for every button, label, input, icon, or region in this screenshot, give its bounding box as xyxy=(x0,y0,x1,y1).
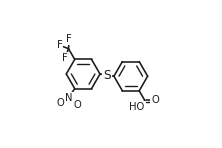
Text: O: O xyxy=(73,100,81,110)
Text: N: N xyxy=(65,93,73,103)
Text: O: O xyxy=(56,98,64,108)
Text: HO: HO xyxy=(129,102,145,112)
Text: F: F xyxy=(62,53,68,63)
Text: F: F xyxy=(66,34,72,44)
Text: O: O xyxy=(151,95,159,105)
Text: F: F xyxy=(57,40,62,50)
Text: S: S xyxy=(103,69,111,82)
